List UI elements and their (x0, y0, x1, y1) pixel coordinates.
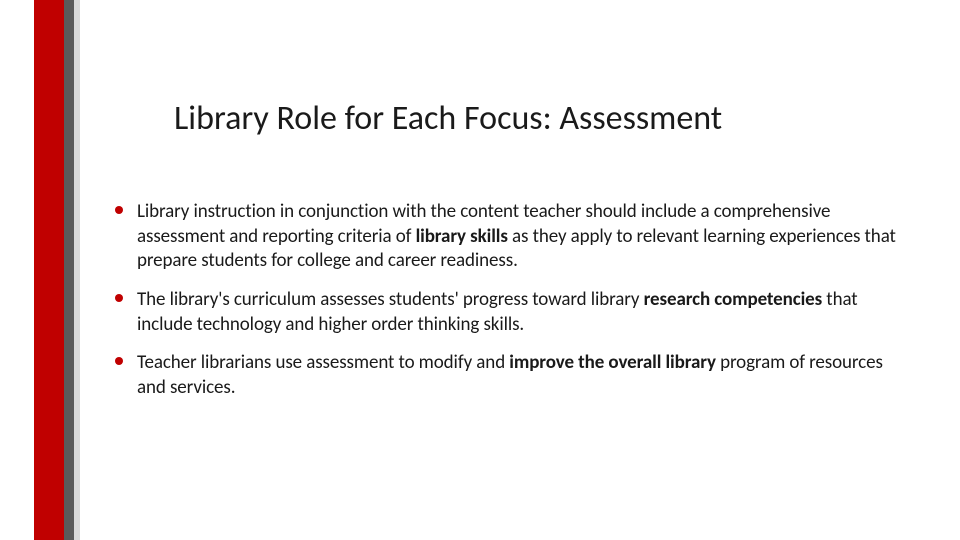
slide-title: Library Role for Each Focus: Assessment (174, 98, 722, 139)
list-item: The library's curriculum assesses studen… (115, 288, 915, 337)
bullet-text: The library's curriculum assesses studen… (137, 288, 915, 337)
list-item: Teacher librarians use assessment to mod… (115, 351, 915, 400)
accent-stripe-gray (64, 0, 74, 540)
bullet-icon (115, 294, 123, 302)
bullet-icon (115, 206, 123, 214)
bullet-text: Teacher librarians use assessment to mod… (137, 351, 915, 400)
list-item: Library instruction in conjunction with … (115, 200, 915, 274)
bullet-text: Library instruction in conjunction with … (137, 200, 915, 274)
bullet-icon (115, 357, 123, 365)
accent-stripe-light (74, 0, 80, 540)
bullet-list: Library instruction in conjunction with … (115, 200, 915, 415)
accent-stripe-red (34, 0, 64, 540)
